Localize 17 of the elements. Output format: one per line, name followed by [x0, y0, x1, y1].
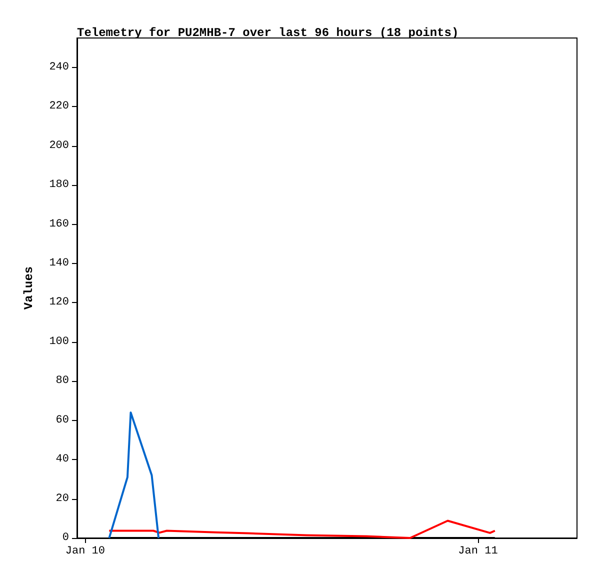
y-tick-label: 20: [56, 492, 69, 505]
y-tick-label: 140: [49, 257, 69, 270]
y-axis-title: Values: [22, 266, 36, 310]
x-tick-label: Jan 10: [65, 546, 105, 558]
y-tick-label: 120: [49, 296, 69, 309]
y-tick-label: 0: [62, 532, 69, 544]
y-tick-label: 40: [56, 454, 69, 466]
y-tick-label: 80: [56, 375, 69, 388]
y-tick-label: 240: [49, 61, 69, 74]
y-tick-label: 200: [49, 140, 69, 152]
x-tick-label: Jan 11: [458, 546, 498, 558]
y-tick-label: 220: [49, 100, 69, 113]
y-tick-label: 60: [56, 414, 69, 426]
chart-title: Telemetry for PU2MHB-7 over last 96 hours (18 points): [77, 26, 459, 40]
y-tick-label: 180: [49, 179, 69, 192]
y-tick-label: 160: [49, 218, 69, 230]
y-tick-label: 100: [49, 336, 69, 348]
